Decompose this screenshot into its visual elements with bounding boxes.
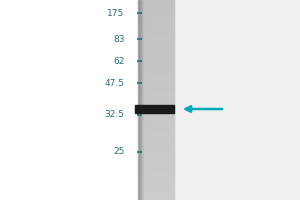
Bar — [138, 7, 174, 10]
Bar — [138, 65, 174, 68]
Text: 83: 83 — [113, 34, 124, 44]
Bar — [138, 82, 174, 85]
Bar — [138, 87, 174, 90]
Bar — [138, 107, 174, 110]
Bar — [138, 122, 174, 125]
Bar — [138, 187, 174, 190]
Bar — [138, 62, 174, 65]
Bar — [138, 10, 174, 12]
Bar — [138, 130, 174, 132]
Bar — [138, 182, 174, 185]
Bar — [138, 140, 174, 142]
Bar — [138, 195, 174, 198]
Bar — [138, 32, 174, 35]
Bar — [138, 132, 174, 135]
Bar — [138, 110, 174, 112]
Bar — [138, 185, 174, 188]
Bar — [138, 180, 174, 182]
Bar — [138, 22, 174, 25]
Bar — [138, 70, 174, 73]
Bar — [138, 167, 174, 170]
Bar — [138, 37, 174, 40]
Bar — [138, 150, 174, 152]
Bar — [138, 47, 174, 50]
Bar — [138, 85, 174, 88]
Bar — [138, 137, 174, 140]
Bar — [138, 127, 174, 130]
Bar — [138, 142, 174, 145]
Bar — [138, 77, 174, 80]
Bar — [138, 125, 174, 128]
Bar — [138, 2, 174, 5]
Bar — [138, 20, 174, 22]
Text: 175: 175 — [107, 8, 124, 18]
Bar — [138, 30, 174, 32]
Bar — [138, 35, 174, 38]
Text: 32.5: 32.5 — [104, 110, 124, 119]
Bar — [138, 52, 174, 55]
Bar — [138, 40, 174, 43]
Bar — [138, 15, 174, 18]
Text: 62: 62 — [113, 56, 124, 66]
Bar — [138, 175, 174, 178]
Bar — [138, 147, 174, 150]
Bar — [138, 5, 174, 7]
Bar — [138, 60, 174, 62]
Bar — [138, 102, 174, 105]
Bar — [138, 72, 174, 75]
Bar — [138, 145, 174, 148]
Bar — [138, 67, 174, 70]
Bar — [138, 50, 174, 52]
Bar — [140, 0, 141, 200]
Bar — [138, 0, 300, 200]
Bar — [138, 115, 174, 117]
Bar — [135, 105, 174, 113]
Bar — [138, 57, 174, 60]
Bar — [138, 45, 174, 47]
Bar — [138, 75, 174, 77]
Bar — [138, 152, 174, 155]
Bar — [138, 97, 174, 100]
Bar — [138, 90, 174, 92]
Bar — [138, 27, 174, 30]
Bar — [138, 170, 174, 172]
Bar — [138, 12, 174, 15]
Bar — [138, 190, 174, 192]
Text: 47.5: 47.5 — [104, 78, 124, 88]
Bar — [138, 157, 174, 160]
Bar — [138, 95, 174, 98]
Bar — [138, 135, 174, 138]
Bar — [141, 0, 142, 200]
Bar — [138, 42, 174, 45]
Bar — [138, 55, 174, 58]
Bar — [138, 177, 174, 180]
Bar — [138, 100, 174, 102]
Bar — [138, 0, 139, 200]
Bar — [138, 155, 174, 158]
Bar — [138, 17, 174, 20]
Bar — [138, 192, 174, 195]
Bar — [138, 80, 174, 82]
Bar — [138, 197, 174, 200]
Bar — [138, 92, 174, 95]
Bar — [138, 105, 174, 108]
Bar — [138, 165, 174, 168]
Bar — [138, 117, 174, 120]
Bar — [138, 172, 174, 175]
Bar — [139, 0, 140, 200]
Bar — [138, 112, 174, 115]
Bar — [138, 162, 174, 165]
Bar — [138, 25, 174, 27]
Bar — [138, 120, 174, 122]
Bar — [138, 160, 174, 162]
Bar — [138, 0, 174, 2]
Text: 25: 25 — [113, 148, 124, 156]
